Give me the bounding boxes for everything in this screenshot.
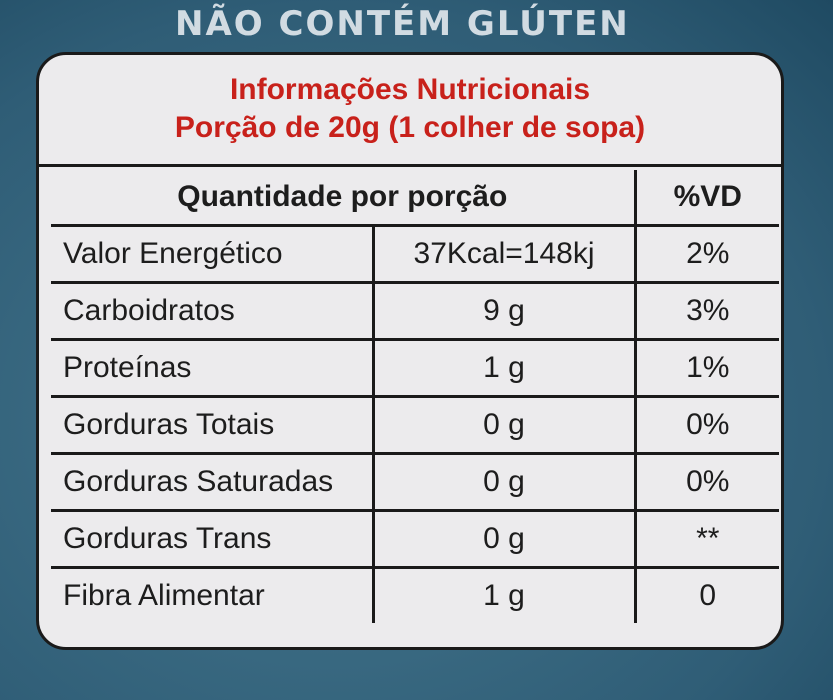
table-row: Fibra Alimentar 1 g 0 xyxy=(51,566,779,623)
nutrient-name: Fibra Alimentar xyxy=(51,566,375,623)
nutrient-dv: 1% xyxy=(633,338,779,398)
nutrient-dv: 2% xyxy=(633,224,779,284)
nutrient-name: Gorduras Totais xyxy=(51,395,375,455)
table-row: Gorduras Saturadas 0 g 0% xyxy=(51,452,779,512)
table-row: Gorduras Trans 0 g ** xyxy=(51,509,779,569)
nutrient-dv: 3% xyxy=(633,281,779,341)
nutrient-amount: 37Kcal=148kj xyxy=(371,224,637,284)
nutrient-dv: 0% xyxy=(633,395,779,455)
nutrient-name: Gorduras Trans xyxy=(51,509,375,569)
header-dv: %VD xyxy=(633,170,779,227)
nutrient-dv: 0% xyxy=(633,452,779,512)
nutrient-amount: 0 g xyxy=(371,509,637,569)
label-title-block: Informações Nutricionais Porção de 20g (… xyxy=(39,55,781,167)
table-row: Valor Energético 37Kcal=148kj 2% xyxy=(51,224,779,284)
table-row: Proteínas 1 g 1% xyxy=(51,338,779,398)
nutrient-name: Carboidratos xyxy=(51,281,375,341)
nutrient-name: Gorduras Saturadas xyxy=(51,452,375,512)
table-header-row: Quantidade por porção %VD xyxy=(51,170,779,227)
nutrient-amount: 1 g xyxy=(371,338,637,398)
nutrient-name: Proteínas xyxy=(51,338,375,398)
label-title: Informações Nutricionais xyxy=(229,73,591,106)
nutrient-amount: 0 g xyxy=(371,395,637,455)
nutrient-amount: 0 g xyxy=(371,452,637,512)
header-quantity: Quantidade por porção xyxy=(51,170,637,227)
nutrient-name: Valor Energético xyxy=(51,224,375,284)
gluten-free-banner: NÃO CONTÉM GLÚTEN xyxy=(175,4,630,44)
nutrition-label: Informações Nutricionais Porção de 20g (… xyxy=(36,52,784,650)
table-row: Gorduras Totais 0 g 0% xyxy=(51,395,779,455)
table-row: Carboidratos 9 g 3% xyxy=(51,281,779,341)
nutrient-dv: ** xyxy=(633,509,779,569)
serving-size: Porção de 20g (1 colher de sopa) xyxy=(174,111,646,144)
nutrient-amount: 9 g xyxy=(371,281,637,341)
nutrient-amount: 1 g xyxy=(371,566,637,623)
nutrition-table: Quantidade por porção %VD Valor Energéti… xyxy=(51,170,779,623)
nutrient-dv: 0 xyxy=(633,566,779,623)
